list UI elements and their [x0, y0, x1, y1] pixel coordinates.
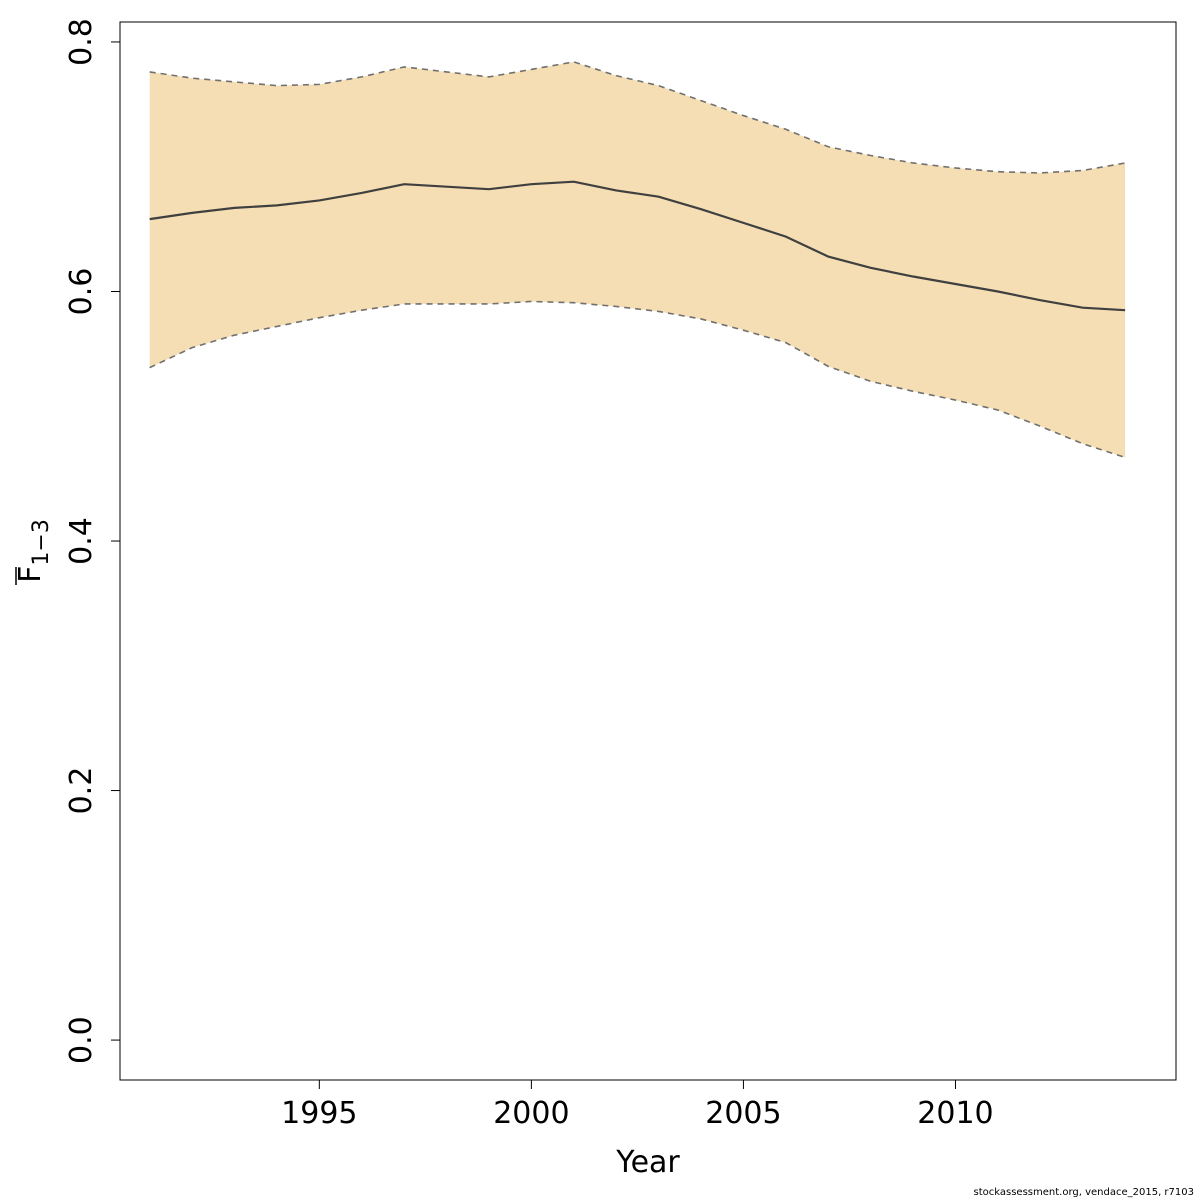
y-axis-title-subscript: 1−3	[29, 519, 54, 565]
y-tick-label: 0.6	[64, 268, 99, 316]
x-axis-title: Year	[615, 1145, 680, 1180]
svg-text:F1−3: F1−3	[13, 519, 54, 583]
confidence-band-layer	[149, 61, 1126, 458]
x-tick-label: 2000	[493, 1096, 569, 1131]
plot-frame	[119, 21, 1177, 1081]
x-axis: 1995 2000 2005 2010	[281, 1080, 994, 1131]
estimate-line	[149, 180, 1126, 312]
x-tick-label: 1995	[281, 1096, 357, 1131]
lower-bound-line	[149, 300, 1126, 459]
confidence-band	[149, 61, 1126, 458]
x-tick-label: 2005	[705, 1096, 781, 1131]
y-axis-title-main: F	[13, 566, 48, 583]
y-tick-label: 0.8	[64, 18, 99, 66]
y-axis: 0.0 0.2 0.4 0.6 0.8	[64, 18, 120, 1064]
footer-credit: stockassessment.org, vendace_2015, r7103	[973, 1187, 1194, 1198]
y-tick-label: 0.2	[64, 767, 99, 815]
y-axis-title: F1−3	[13, 519, 54, 585]
y-tick-label: 0.0	[64, 1016, 99, 1064]
y-tick-label: 0.4	[64, 517, 99, 565]
series-layer	[149, 61, 1126, 459]
x-tick-label: 2010	[917, 1096, 993, 1131]
